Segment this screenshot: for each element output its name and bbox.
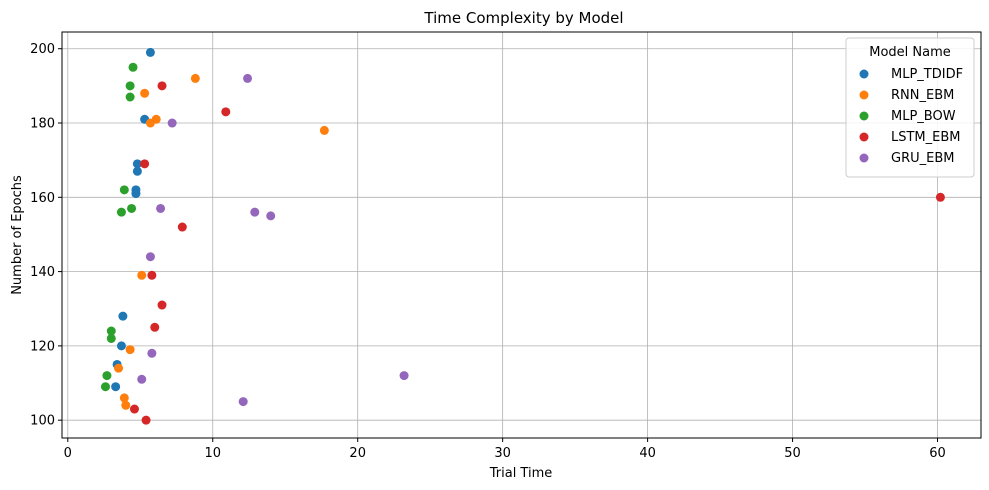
legend-label-mlp-bow: MLP_BOW xyxy=(891,109,956,124)
point-lstm-ebm xyxy=(141,415,151,425)
chart-title: Time Complexity by Model xyxy=(423,9,623,27)
point-rnn-ebm xyxy=(114,363,124,373)
point-lstm-ebm xyxy=(147,270,157,280)
point-lstm-ebm xyxy=(221,107,231,117)
legend: Model Name MLP_TDIDF RNN_EBM MLP_BOW LSTM_EB… xyxy=(845,37,975,178)
point-mlp-bow xyxy=(127,203,137,213)
legend-box xyxy=(845,37,975,178)
point-mlp-bow xyxy=(106,326,116,336)
point-mlp-bow xyxy=(100,382,110,392)
point-mlp-tdidf xyxy=(111,382,121,392)
point-mlp-bow xyxy=(102,371,112,381)
point-gru-ebm xyxy=(145,252,155,262)
legend-label-gru-ebm: GRU_EBM xyxy=(891,151,954,166)
x-tick-label: 50 xyxy=(784,446,801,461)
point-lstm-ebm xyxy=(935,192,945,202)
x-tick-label: 30 xyxy=(494,446,511,461)
point-rnn-ebm xyxy=(319,125,329,135)
point-gru-ebm xyxy=(167,118,177,128)
point-gru-ebm xyxy=(137,374,147,384)
plot-frame xyxy=(61,31,982,439)
point-rnn-ebm xyxy=(145,118,155,128)
point-rnn-ebm xyxy=(140,88,150,98)
point-lstm-ebm xyxy=(129,404,139,414)
grid-lines xyxy=(62,32,981,438)
point-mlp-tdidf xyxy=(145,47,155,57)
point-mlp-bow xyxy=(125,81,135,91)
point-gru-ebm xyxy=(238,397,248,407)
point-rnn-ebm xyxy=(125,345,135,355)
point-rnn-ebm xyxy=(190,73,200,83)
point-lstm-ebm xyxy=(150,322,160,332)
point-gru-ebm xyxy=(250,207,260,217)
point-lstm-ebm xyxy=(157,81,167,91)
legend-marker-lstm-ebm xyxy=(859,132,869,142)
y-tick-label: 140 xyxy=(30,265,55,280)
point-mlp-tdidf xyxy=(132,166,142,176)
legend-marker-mlp-tdidf xyxy=(859,69,869,79)
y-tick-label: 160 xyxy=(30,191,55,206)
point-mlp-bow xyxy=(106,333,116,343)
point-gru-ebm xyxy=(243,73,253,83)
legend-marker-rnn-ebm xyxy=(859,90,869,100)
point-mlp-tdidf xyxy=(116,341,126,351)
legend-label-lstm-ebm: LSTM_EBM xyxy=(891,130,961,145)
point-lstm-ebm xyxy=(157,300,167,310)
axis-ticks: 0 10 20 30 40 50 60 100 120 140 160 180 200 xyxy=(30,42,946,461)
x-tick-label: 10 xyxy=(204,446,221,461)
point-mlp-bow xyxy=(128,62,138,72)
y-tick-label: 180 xyxy=(30,117,55,132)
legend-marker-gru-ebm xyxy=(859,153,869,163)
point-lstm-ebm xyxy=(140,159,150,169)
y-tick-label: 100 xyxy=(30,414,55,429)
point-gru-ebm xyxy=(399,371,409,381)
data-points xyxy=(100,47,945,425)
point-gru-ebm xyxy=(147,348,157,358)
point-mlp-bow xyxy=(125,92,135,102)
y-tick-label: 200 xyxy=(30,42,55,57)
point-mlp-tdidf xyxy=(131,189,141,199)
legend-marker-mlp-bow xyxy=(859,111,869,121)
point-mlp-bow xyxy=(119,185,129,195)
point-gru-ebm xyxy=(156,203,166,213)
point-mlp-tdidf xyxy=(132,159,142,169)
x-tick-label: 60 xyxy=(929,446,946,461)
x-axis-label: Trial Time xyxy=(489,466,553,481)
legend-label-rnn-ebm: RNN_EBM xyxy=(891,88,954,103)
point-lstm-ebm xyxy=(177,222,187,232)
y-tick-label: 120 xyxy=(30,339,55,354)
legend-label-mlp-tdidf: MLP_TDIDF xyxy=(891,67,963,82)
x-tick-label: 0 xyxy=(64,446,72,461)
point-gru-ebm xyxy=(266,211,276,221)
x-tick-label: 20 xyxy=(349,446,366,461)
point-mlp-bow xyxy=(116,207,126,217)
x-tick-label: 40 xyxy=(639,446,656,461)
point-rnn-ebm xyxy=(119,393,129,403)
point-mlp-tdidf xyxy=(118,311,128,321)
point-rnn-ebm xyxy=(121,400,131,410)
y-axis-label: Number of Epochs xyxy=(10,175,25,295)
point-rnn-ebm xyxy=(137,270,147,280)
legend-title: Model Name xyxy=(869,45,951,60)
